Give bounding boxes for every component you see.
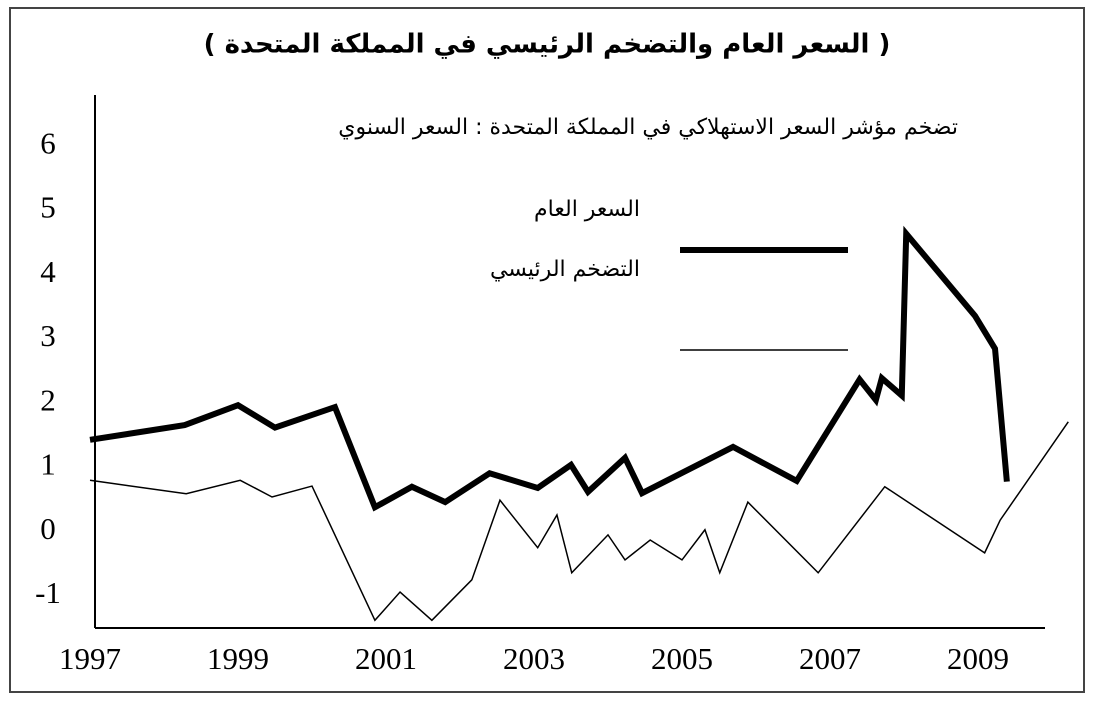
x-tick-label: 2009	[947, 641, 1009, 676]
chart-title: ( السعر العام والتضخم الرئيسي في المملكة…	[204, 30, 891, 60]
x-tick-label: 2005	[651, 641, 713, 676]
y-tick-label: 2	[40, 382, 56, 417]
y-tick-label: 0	[40, 511, 56, 546]
series-line	[89, 225, 1010, 512]
x-tick-label: 2001	[355, 641, 417, 676]
y-tick-label: 1	[40, 447, 56, 482]
chart-subtitle: تضخم مؤشر السعر الاستهلاكي في المملكة ال…	[338, 115, 958, 140]
frame	[9, 7, 1085, 693]
legend-label: السعر العام	[534, 197, 640, 222]
x-tick-label: 1997	[59, 641, 121, 676]
y-tick-label: -1	[35, 575, 61, 610]
y-tick-label: 3	[40, 318, 56, 353]
series-line	[89, 421, 1069, 622]
y-tick-label: 6	[40, 125, 56, 160]
x-tick-label: 1999	[207, 641, 269, 676]
y-tick-label: 5	[40, 190, 56, 225]
legend-label: التضخم الرئيسي	[490, 257, 640, 282]
x-tick-label: 2003	[503, 641, 565, 676]
x-tick-label: 2007	[799, 641, 861, 676]
y-tick-label: 4	[40, 254, 56, 289]
